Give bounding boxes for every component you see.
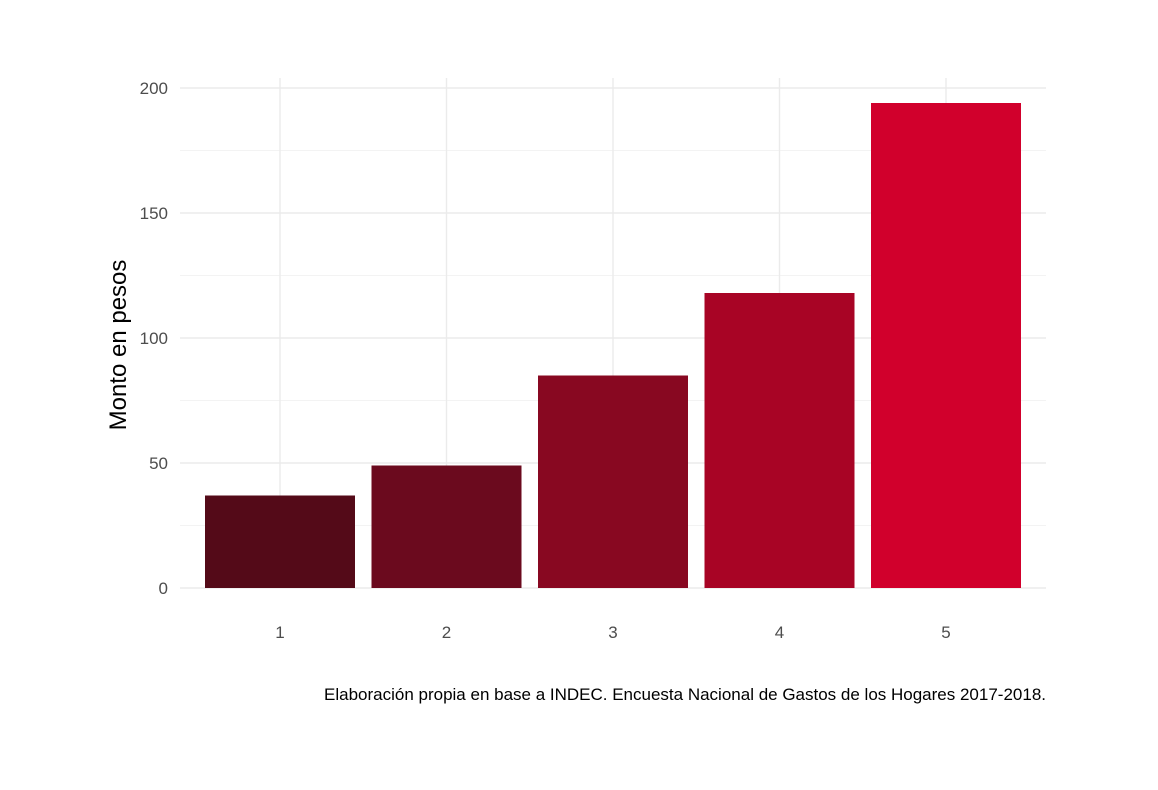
y-tick-label: 50 xyxy=(149,454,168,473)
y-tick-label: 0 xyxy=(159,579,168,598)
y-tick-label: 200 xyxy=(140,79,168,98)
y-axis-title: Monto en pesos xyxy=(105,260,132,431)
bar-3 xyxy=(538,375,688,588)
y-axis-tick-labels: 0 50 100 150 200 xyxy=(140,79,168,598)
x-tick-label: 5 xyxy=(941,623,950,642)
chart-caption: Elaboración propia en base a INDEC. Encu… xyxy=(324,685,1046,704)
x-axis-tick-labels: 1 2 3 4 5 xyxy=(275,623,950,642)
bars xyxy=(205,103,1021,588)
y-tick-label: 100 xyxy=(140,329,168,348)
bar-2 xyxy=(371,465,522,588)
y-tick-label: 150 xyxy=(140,204,168,223)
bar-5 xyxy=(871,103,1021,588)
x-tick-label: 4 xyxy=(775,623,784,642)
x-tick-label: 1 xyxy=(275,623,284,642)
bar-4 xyxy=(704,293,855,588)
bar-1 xyxy=(205,495,355,588)
x-tick-label: 2 xyxy=(442,623,451,642)
x-tick-label: 3 xyxy=(608,623,617,642)
